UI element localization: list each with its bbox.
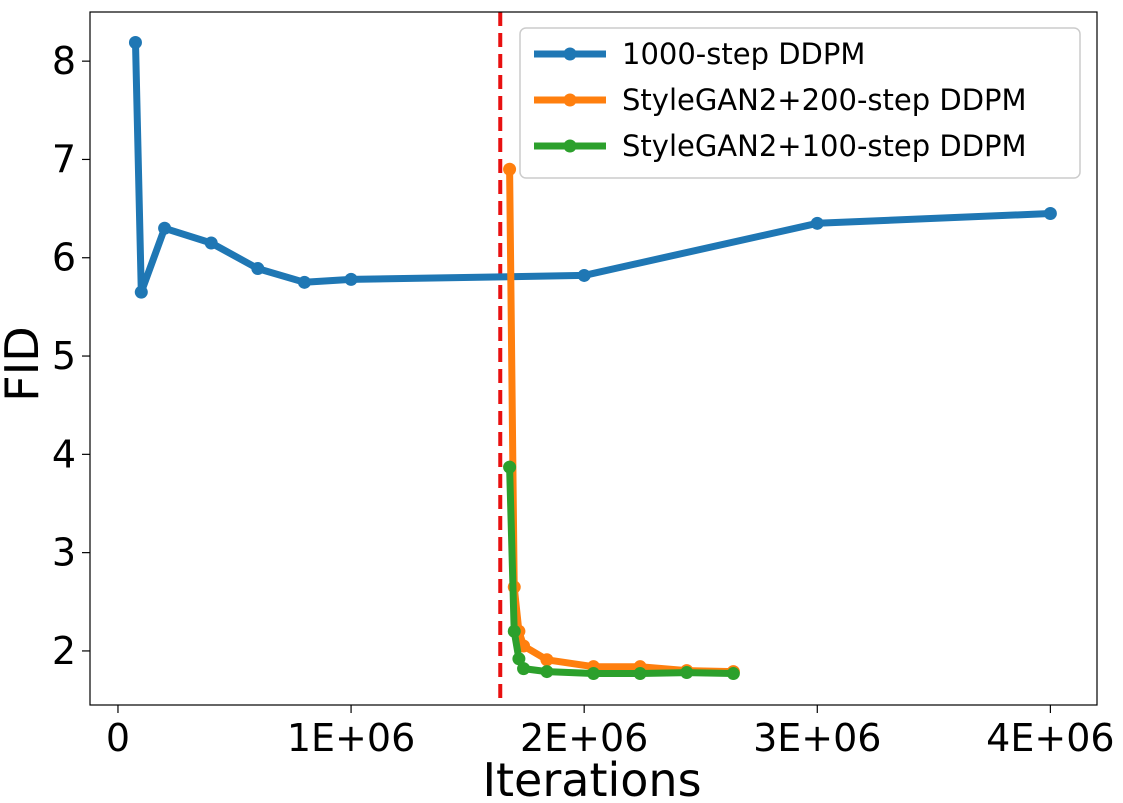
data-point bbox=[128, 35, 142, 49]
y-tick-label: 7 bbox=[52, 137, 76, 181]
legend-item: 1000-step DDPM bbox=[534, 37, 865, 71]
data-point bbox=[158, 221, 172, 235]
legend-swatch-marker bbox=[563, 139, 577, 153]
data-point bbox=[680, 666, 694, 680]
plot-area bbox=[128, 12, 1057, 705]
y-tick-label: 5 bbox=[52, 334, 76, 378]
data-point bbox=[810, 216, 824, 230]
legend-swatch-marker bbox=[563, 47, 577, 61]
y-tick-label: 3 bbox=[52, 531, 76, 575]
data-point bbox=[503, 162, 517, 176]
data-point bbox=[633, 667, 647, 681]
legend-label: StyleGAN2+200-step DDPM bbox=[622, 83, 1027, 117]
legend-item: StyleGAN2+100-step DDPM bbox=[534, 129, 1027, 163]
data-point bbox=[297, 275, 311, 289]
data-point bbox=[344, 272, 358, 286]
x-tick-label: 0 bbox=[106, 716, 130, 760]
data-point bbox=[587, 667, 600, 681]
x-tick-label: 3E+06 bbox=[753, 716, 881, 760]
data-point bbox=[540, 665, 554, 679]
legend: 1000-step DDPM StyleGAN2+200-step DDPM Sty… bbox=[519, 27, 1081, 179]
legend-item: StyleGAN2+200-step DDPM bbox=[534, 83, 1027, 117]
x-tick-label: 1E+06 bbox=[287, 716, 415, 760]
data-point bbox=[507, 624, 521, 638]
data-point bbox=[726, 667, 740, 681]
data-point bbox=[251, 262, 265, 276]
legend-box bbox=[519, 27, 1081, 179]
legend-label: StyleGAN2+100-step DDPM bbox=[622, 129, 1027, 163]
data-point bbox=[512, 652, 526, 666]
series-1 bbox=[128, 35, 1057, 299]
data-point bbox=[134, 285, 148, 299]
data-point bbox=[577, 268, 591, 282]
x-axis-title: Iterations bbox=[482, 753, 701, 803]
y-tick-label: 8 bbox=[52, 39, 76, 83]
series-line bbox=[132, 39, 1054, 296]
legend-swatch-marker bbox=[563, 93, 577, 107]
x-tick-label: 2E+06 bbox=[520, 716, 648, 760]
legend-label: 1000-step DDPM bbox=[622, 37, 865, 71]
y-tick-label: 4 bbox=[52, 432, 76, 476]
data-point bbox=[1043, 207, 1057, 221]
axes: 0 1E+06 2E+06 3E+06 4E+06 2 3 4 5 6 7 8 bbox=[52, 11, 1115, 760]
series-3 bbox=[503, 460, 740, 681]
plot-frame bbox=[89, 11, 1098, 706]
data-point bbox=[540, 653, 554, 667]
data-point bbox=[503, 460, 517, 474]
y-tick-label: 2 bbox=[52, 629, 76, 673]
data-point bbox=[517, 662, 531, 676]
y-axis-title: FID bbox=[0, 326, 49, 401]
x-tick-label: 4E+06 bbox=[986, 716, 1114, 760]
y-tick-label: 6 bbox=[52, 236, 76, 280]
data-point bbox=[204, 236, 218, 250]
